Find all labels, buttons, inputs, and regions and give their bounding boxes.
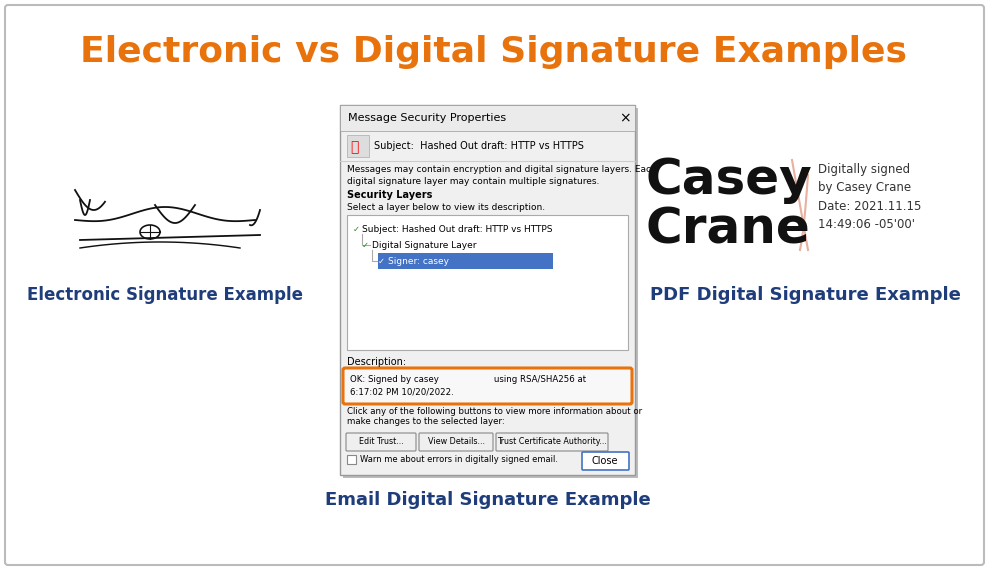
Text: Electronic vs Digital Signature Examples: Electronic vs Digital Signature Examples [80, 35, 908, 69]
Text: Click any of the following buttons to view more information about or: Click any of the following buttons to vi… [347, 408, 642, 417]
FancyBboxPatch shape [5, 5, 984, 565]
Text: Messages may contain encryption and digital signature layers. Each: Messages may contain encryption and digi… [347, 165, 657, 174]
Text: ✓: ✓ [353, 225, 360, 234]
Text: 6:17:02 PM 10/20/2022.: 6:17:02 PM 10/20/2022. [350, 388, 454, 397]
Text: View Details...: View Details... [427, 438, 485, 446]
Text: ×: × [619, 111, 631, 125]
Text: PDF Digital Signature Example: PDF Digital Signature Example [650, 286, 960, 304]
Text: by Casey Crane: by Casey Crane [818, 181, 911, 194]
Text: Description:: Description: [347, 357, 406, 367]
Text: OK: Signed by casey                    using RSA/SHA256 at: OK: Signed by casey using RSA/SHA256 at [350, 376, 586, 385]
Text: make changes to the selected layer:: make changes to the selected layer: [347, 417, 504, 426]
Text: Close: Close [591, 456, 618, 466]
Bar [347, 455, 356, 464]
Text: 14:49:06 -05'00': 14:49:06 -05'00' [818, 218, 915, 230]
Text: digital signature layer may contain multiple signatures.: digital signature layer may contain mult… [347, 177, 599, 185]
FancyBboxPatch shape [419, 433, 493, 451]
Bar [347, 135, 369, 157]
Text: Trust Certificate Authority...: Trust Certificate Authority... [497, 438, 607, 446]
FancyBboxPatch shape [343, 368, 632, 404]
Text: Email Digital Signature Example: Email Digital Signature Example [324, 491, 651, 509]
Bar [340, 105, 635, 475]
FancyBboxPatch shape [582, 452, 629, 470]
Text: ✓: ✓ [362, 241, 369, 250]
FancyBboxPatch shape [496, 433, 608, 451]
Text: Security Layers: Security Layers [347, 190, 432, 200]
Bar [343, 108, 638, 478]
Text: Digitally signed: Digitally signed [818, 164, 910, 177]
Text: Edit Trust...: Edit Trust... [359, 438, 404, 446]
Text: Subject:  Hashed Out draft: HTTP vs HTTPS: Subject: Hashed Out draft: HTTP vs HTTPS [374, 141, 584, 151]
Text: Subject: Hashed Out draft: HTTP vs HTTPS: Subject: Hashed Out draft: HTTP vs HTTPS [362, 225, 553, 234]
Text: Electronic Signature Example: Electronic Signature Example [27, 286, 303, 304]
Bar [378, 253, 553, 269]
Bar [340, 105, 635, 131]
FancyBboxPatch shape [346, 433, 416, 451]
Text: Casey: Casey [645, 156, 812, 204]
Text: Digital Signature Layer: Digital Signature Layer [372, 241, 477, 250]
Text: 🎗: 🎗 [350, 140, 358, 154]
Text: ✓: ✓ [378, 256, 385, 266]
Text: Warn me about errors in digitally signed email.: Warn me about errors in digitally signed… [360, 455, 558, 465]
Text: Date: 2021.11.15: Date: 2021.11.15 [818, 200, 922, 213]
Text: Select a layer below to view its description.: Select a layer below to view its descrip… [347, 202, 545, 211]
Bar [347, 215, 628, 350]
Text: Message Security Properties: Message Security Properties [348, 113, 506, 123]
Text: Signer: casey: Signer: casey [388, 256, 449, 266]
Text: Crane: Crane [645, 206, 810, 254]
